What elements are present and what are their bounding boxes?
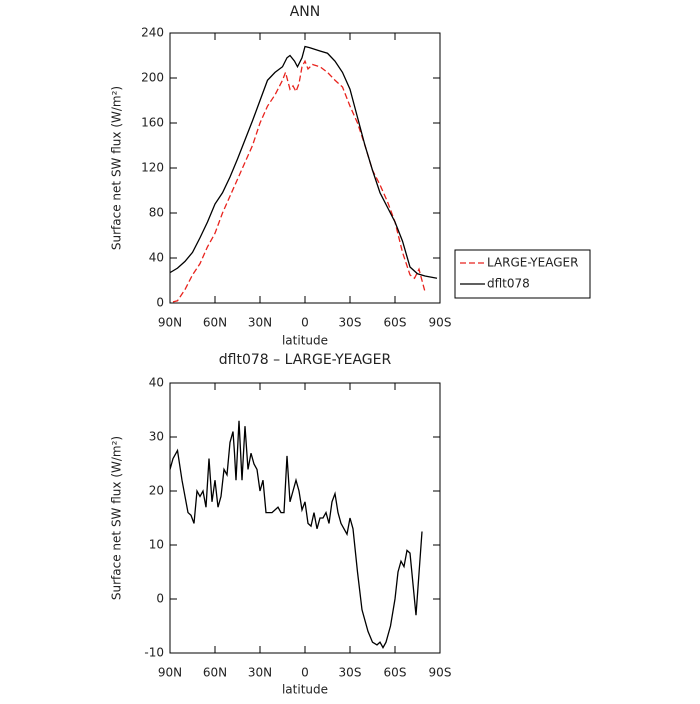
x-tick-label: 30N — [248, 666, 272, 680]
legend-box — [454, 249, 591, 299]
x-tick-label: 60S — [384, 316, 407, 330]
y-tick-label: 80 — [149, 206, 164, 220]
chart-title: dflt078 – LARGE-YEAGER — [219, 352, 392, 368]
panel: dflt078 – LARGE-YEAGER latitude Surface … — [110, 352, 392, 697]
x-axis-label: latitude — [282, 334, 328, 348]
y-tick-label: 120 — [141, 161, 164, 175]
plot-frame — [169, 382, 441, 654]
data-line — [172, 59, 426, 303]
y-tick-label: 40 — [149, 251, 164, 265]
y-tick-label: -10 — [144, 646, 164, 660]
y-axis-label: Surface net SW flux (W/m²) — [110, 436, 124, 600]
legend-label: LARGE-YEAGER — [487, 256, 578, 270]
data-line — [169, 420, 423, 649]
y-tick-label: 0 — [156, 592, 164, 606]
x-tick-label: 30S — [339, 666, 362, 680]
y-tick-label: 200 — [141, 71, 164, 85]
x-tick-label: 90N — [158, 666, 182, 680]
x-tick-label: 60N — [203, 666, 227, 680]
data-line — [169, 45, 438, 279]
x-tick-label: 60S — [384, 666, 407, 680]
x-tick-label: 30N — [248, 316, 272, 330]
y-tick-label: 20 — [149, 484, 164, 498]
chart-title: ANN — [290, 4, 321, 20]
panel: ANN latitude Surface net SW flux (W/m²) — [110, 4, 329, 348]
y-tick-label: 40 — [149, 376, 164, 390]
x-tick-label: 60N — [203, 316, 227, 330]
x-tick-label: 90S — [429, 316, 452, 330]
x-tick-label: 0 — [301, 666, 309, 680]
y-tick-label: 10 — [149, 538, 164, 552]
legend-label: dflt078 — [487, 277, 530, 291]
x-axis-label: latitude — [282, 683, 328, 697]
x-tick-label: 90S — [429, 666, 452, 680]
x-tick-label: 30S — [339, 316, 362, 330]
y-tick-label: 240 — [141, 26, 164, 40]
plot-frame — [169, 32, 441, 304]
y-axis-label: Surface net SW flux (W/m²) — [110, 86, 124, 250]
y-tick-label: 30 — [149, 430, 164, 444]
x-tick-label: 90N — [158, 316, 182, 330]
y-tick-label: 160 — [141, 116, 164, 130]
y-tick-label: 0 — [156, 296, 164, 310]
x-tick-label: 0 — [301, 316, 309, 330]
